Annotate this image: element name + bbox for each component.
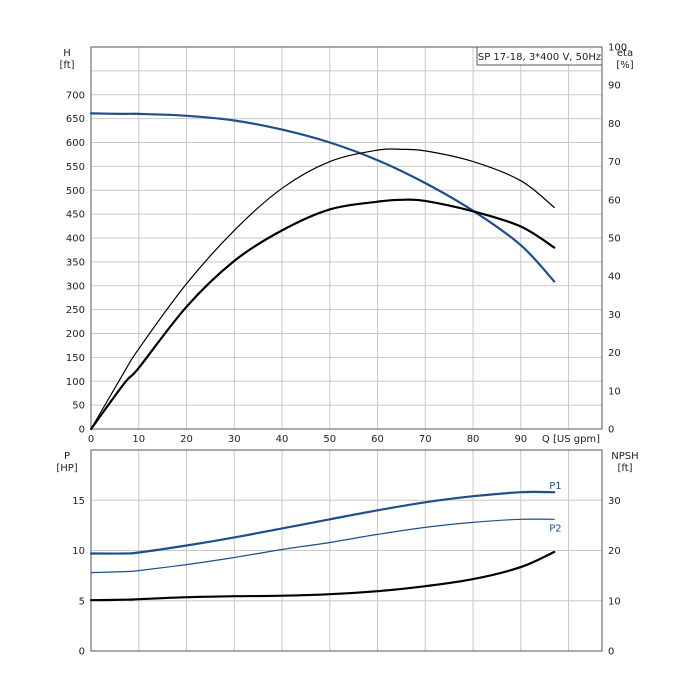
x-tick-label: 40 — [276, 434, 289, 445]
right-axis-unit: [%] — [616, 60, 633, 71]
series-label-p2: P2 — [549, 523, 561, 534]
right-tick-label: 60 — [608, 195, 621, 206]
x-axis-label: Q [US gpm] — [542, 434, 600, 445]
series-line-1-2 — [90, 148, 555, 430]
right-tick-label: 20 — [608, 546, 621, 557]
right-tick-label: 10 — [608, 596, 621, 607]
right-tick-label: 0 — [608, 425, 614, 436]
left-axis-unit: [HP] — [56, 463, 77, 474]
panel-2: P1 P2 — [89, 449, 603, 652]
right-tick-label: 80 — [608, 119, 621, 130]
right-axis-unit: [ft] — [617, 463, 632, 474]
left-tick-label: 15 — [72, 496, 85, 507]
x-tick-label: 80 — [467, 434, 480, 445]
left-tick-label: 100 — [66, 377, 85, 388]
plot-frame — [90, 46, 603, 430]
right-tick-label: 30 — [608, 310, 621, 321]
chart-title-box: SP 17-18, 3*400 V, 50Hz — [476, 46, 603, 66]
left-tick-label: 300 — [66, 281, 85, 292]
right-tick-label: 30 — [608, 496, 621, 507]
left-tick-label: 550 — [66, 162, 85, 173]
x-tick-label: 20 — [180, 434, 193, 445]
left-tick-label: 0 — [79, 647, 85, 658]
left-tick-label: 200 — [66, 329, 85, 340]
x-tick-label: 70 — [419, 434, 432, 445]
left-axis-label: H — [63, 48, 71, 59]
left-tick-label: 400 — [66, 234, 85, 245]
x-tick-label: 50 — [323, 434, 336, 445]
left-tick-label: 350 — [66, 257, 85, 268]
left-axis-unit: [ft] — [59, 60, 74, 71]
left-tick-label: 0 — [79, 425, 85, 436]
right-axis-label: NPSH — [611, 451, 638, 462]
x-tick-label: 0 — [88, 434, 94, 445]
right-tick-label: 10 — [608, 386, 621, 397]
right-tick-label: 20 — [608, 348, 621, 359]
plot-frame — [90, 449, 603, 652]
right-tick-label: 100 — [608, 43, 627, 54]
right-tick-label: 40 — [608, 272, 621, 283]
left-tick-label: 650 — [66, 114, 85, 125]
chart-title: SP 17-18, 3*400 V, 50Hz — [478, 52, 601, 63]
series-label-p1: P1 — [549, 481, 561, 492]
series-line-1-1 — [89, 112, 556, 283]
series-line-p1 — [89, 490, 556, 555]
right-tick-label: 70 — [608, 157, 621, 168]
right-axis-label: eta — [617, 48, 633, 59]
title-box-frame — [476, 46, 603, 66]
right-tick-label: 90 — [608, 81, 621, 92]
right-tick-label: 0 — [608, 647, 614, 658]
left-tick-label: 450 — [66, 210, 85, 221]
left-tick-label: 5 — [79, 596, 85, 607]
series-line-2-3 — [89, 550, 556, 602]
right-tick-label: 50 — [608, 234, 621, 245]
left-tick-label: 600 — [66, 138, 85, 149]
series-line-p2 — [90, 518, 555, 574]
left-axis-label: P — [64, 451, 70, 462]
panel-1: SP 17-18, 3*400 V, 50Hz — [89, 46, 603, 431]
left-tick-label: 250 — [66, 305, 85, 316]
left-tick-label: 500 — [66, 186, 85, 197]
x-tick-label: 10 — [132, 434, 145, 445]
x-tick-label: 60 — [371, 434, 384, 445]
left-tick-label: 10 — [72, 546, 85, 557]
left-tick-label: 700 — [66, 90, 85, 101]
left-tick-label: 150 — [66, 353, 85, 364]
series-line-1-3 — [89, 198, 556, 431]
x-tick-label: 90 — [514, 434, 527, 445]
x-tick-label: 30 — [228, 434, 241, 445]
left-tick-label: 50 — [72, 401, 85, 412]
